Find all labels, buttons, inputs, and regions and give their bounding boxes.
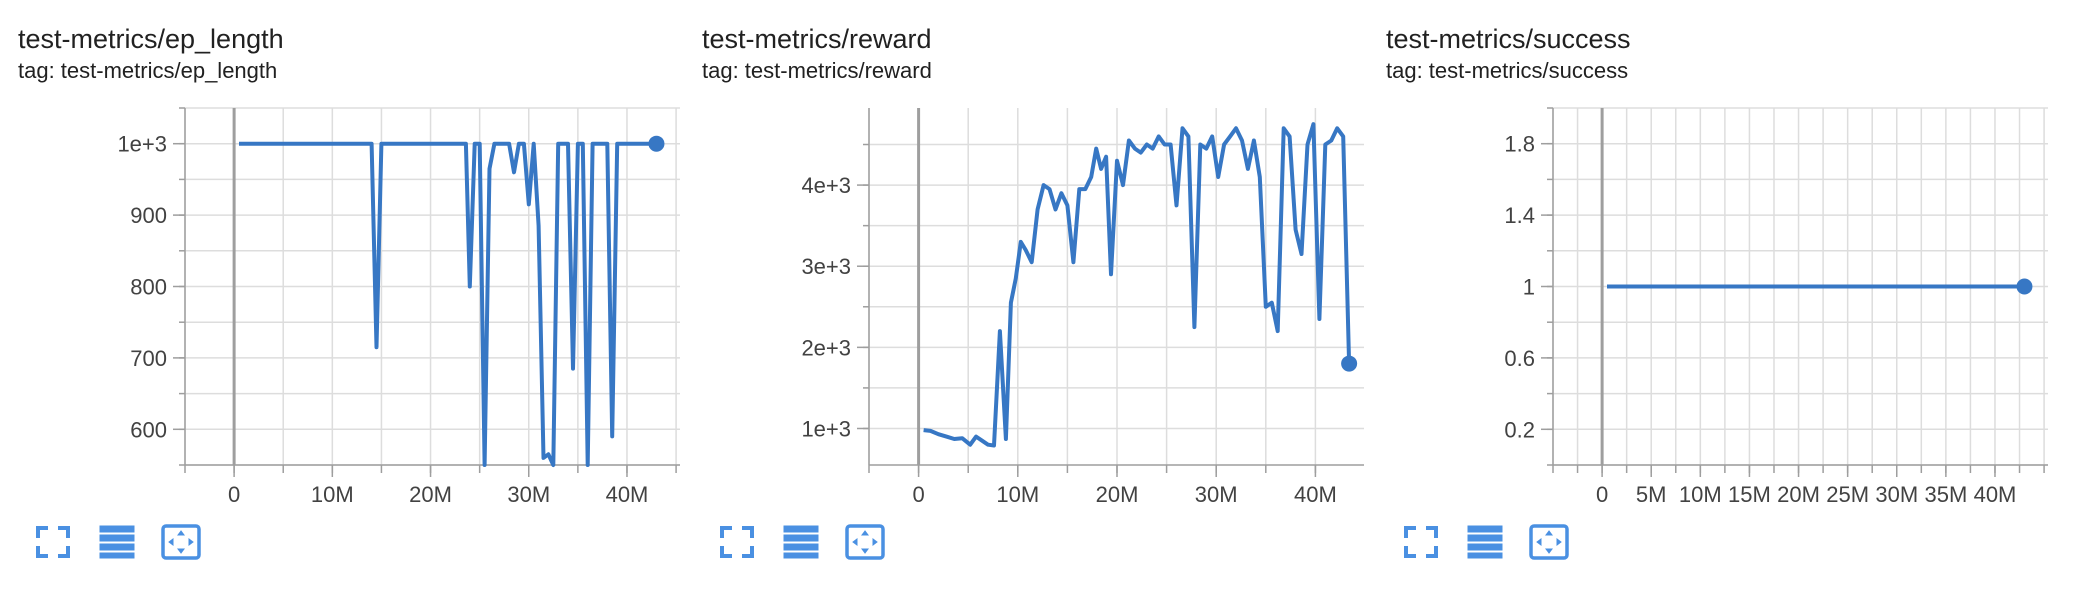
x-tick-label: 10M bbox=[1679, 482, 1722, 507]
x-tick-label: 20M bbox=[1096, 482, 1139, 507]
fit-domain-icon bbox=[1529, 524, 1569, 560]
data-table-icon bbox=[783, 525, 819, 559]
data-table-button[interactable] bbox=[94, 520, 140, 564]
x-tick-label: 25M bbox=[1826, 482, 1869, 507]
x-tick-label: 0 bbox=[912, 482, 924, 507]
x-tick-label: 20M bbox=[409, 482, 452, 507]
y-tick-label: 2e+3 bbox=[801, 335, 851, 360]
x-tick-label: 30M bbox=[507, 482, 550, 507]
fit-domain-button[interactable] bbox=[842, 520, 888, 564]
y-tick-label: 4e+3 bbox=[801, 173, 851, 198]
card-title: test-metrics/reward bbox=[702, 24, 932, 54]
series-line bbox=[923, 122, 1352, 448]
x-tick-label: 30M bbox=[1875, 482, 1918, 507]
x-tick-label: 35M bbox=[1924, 482, 1967, 507]
x-tick-label: 10M bbox=[311, 482, 354, 507]
y-tick-label: 800 bbox=[130, 275, 167, 300]
card-tag: tag: test-metrics/ep_length bbox=[18, 58, 278, 83]
x-tick-label: 0 bbox=[1596, 482, 1608, 507]
fullscreen-icon bbox=[36, 526, 70, 558]
fullscreen-icon bbox=[720, 526, 754, 558]
card-tag: tag: test-metrics/reward bbox=[702, 58, 932, 83]
x-tick-label: 15M bbox=[1728, 482, 1771, 507]
y-tick-label: 1.8 bbox=[1504, 132, 1535, 157]
card-title: test-metrics/success bbox=[1386, 24, 1631, 54]
card-toolbar bbox=[30, 520, 230, 564]
y-tick-label: 0.6 bbox=[1504, 346, 1535, 371]
card-tag: tag: test-metrics/success bbox=[1386, 58, 1629, 83]
series-line bbox=[239, 141, 657, 467]
data-table-icon bbox=[99, 525, 135, 559]
x-tick-label: 10M bbox=[996, 482, 1039, 507]
data-table-icon bbox=[1467, 525, 1503, 559]
series-end-point bbox=[1341, 355, 1358, 372]
chart-card-success: test-metrics/success tag: test-metrics/s… bbox=[1368, 0, 2048, 592]
fit-domain-button[interactable] bbox=[158, 520, 204, 564]
data-table-button[interactable] bbox=[1462, 520, 1508, 564]
y-tick-label: 1e+3 bbox=[117, 132, 167, 157]
y-tick-label: 700 bbox=[130, 346, 167, 371]
x-tick-label: 40M bbox=[606, 482, 649, 507]
fit-domain-icon bbox=[161, 524, 201, 560]
data-table-button[interactable] bbox=[778, 520, 824, 564]
y-tick-label: 1 bbox=[1523, 275, 1535, 300]
line-chart[interactable]: 0.2 0.6 1 1.4 1.8 0 5M 10M 15M 20M 25M 30M 35M 40M bbox=[1368, 0, 2048, 592]
y-tick-label: 600 bbox=[130, 417, 167, 442]
card-toolbar bbox=[1398, 520, 1598, 564]
fullscreen-button[interactable] bbox=[30, 520, 76, 564]
series-end-point bbox=[2016, 278, 2033, 295]
x-tick-label: 30M bbox=[1195, 482, 1238, 507]
x-tick-label: 5M bbox=[1636, 482, 1667, 507]
line-chart[interactable]: 1e+3 2e+3 3e+3 4e+3 0 10M 20M 30M 40M bbox=[684, 0, 1364, 592]
x-tick-label: 20M bbox=[1777, 482, 1820, 507]
x-tick-label: 0 bbox=[228, 482, 240, 507]
y-tick-label: 3e+3 bbox=[801, 254, 851, 279]
y-tick-label: 900 bbox=[130, 203, 167, 228]
chart-card-ep-length: test-metrics/ep_length tag: test-metrics… bbox=[0, 0, 680, 592]
fullscreen-button[interactable] bbox=[714, 520, 760, 564]
chart-card-reward: test-metrics/reward tag: test-metrics/re… bbox=[684, 0, 1364, 592]
y-tick-label: 0.2 bbox=[1504, 417, 1535, 442]
fit-domain-icon bbox=[845, 524, 885, 560]
x-tick-label: 40M bbox=[1974, 482, 2017, 507]
line-chart[interactable]: 600 700 800 900 1e+3 0 10M 20M 30M 40M bbox=[0, 0, 680, 592]
y-tick-label: 1.4 bbox=[1504, 203, 1535, 228]
fullscreen-icon bbox=[1404, 526, 1438, 558]
fit-domain-button[interactable] bbox=[1526, 520, 1572, 564]
y-tick-label: 1e+3 bbox=[801, 416, 851, 441]
card-toolbar bbox=[714, 520, 914, 564]
fullscreen-button[interactable] bbox=[1398, 520, 1444, 564]
series-end-point bbox=[648, 135, 665, 152]
x-tick-label: 40M bbox=[1294, 482, 1337, 507]
card-title: test-metrics/ep_length bbox=[18, 24, 284, 54]
